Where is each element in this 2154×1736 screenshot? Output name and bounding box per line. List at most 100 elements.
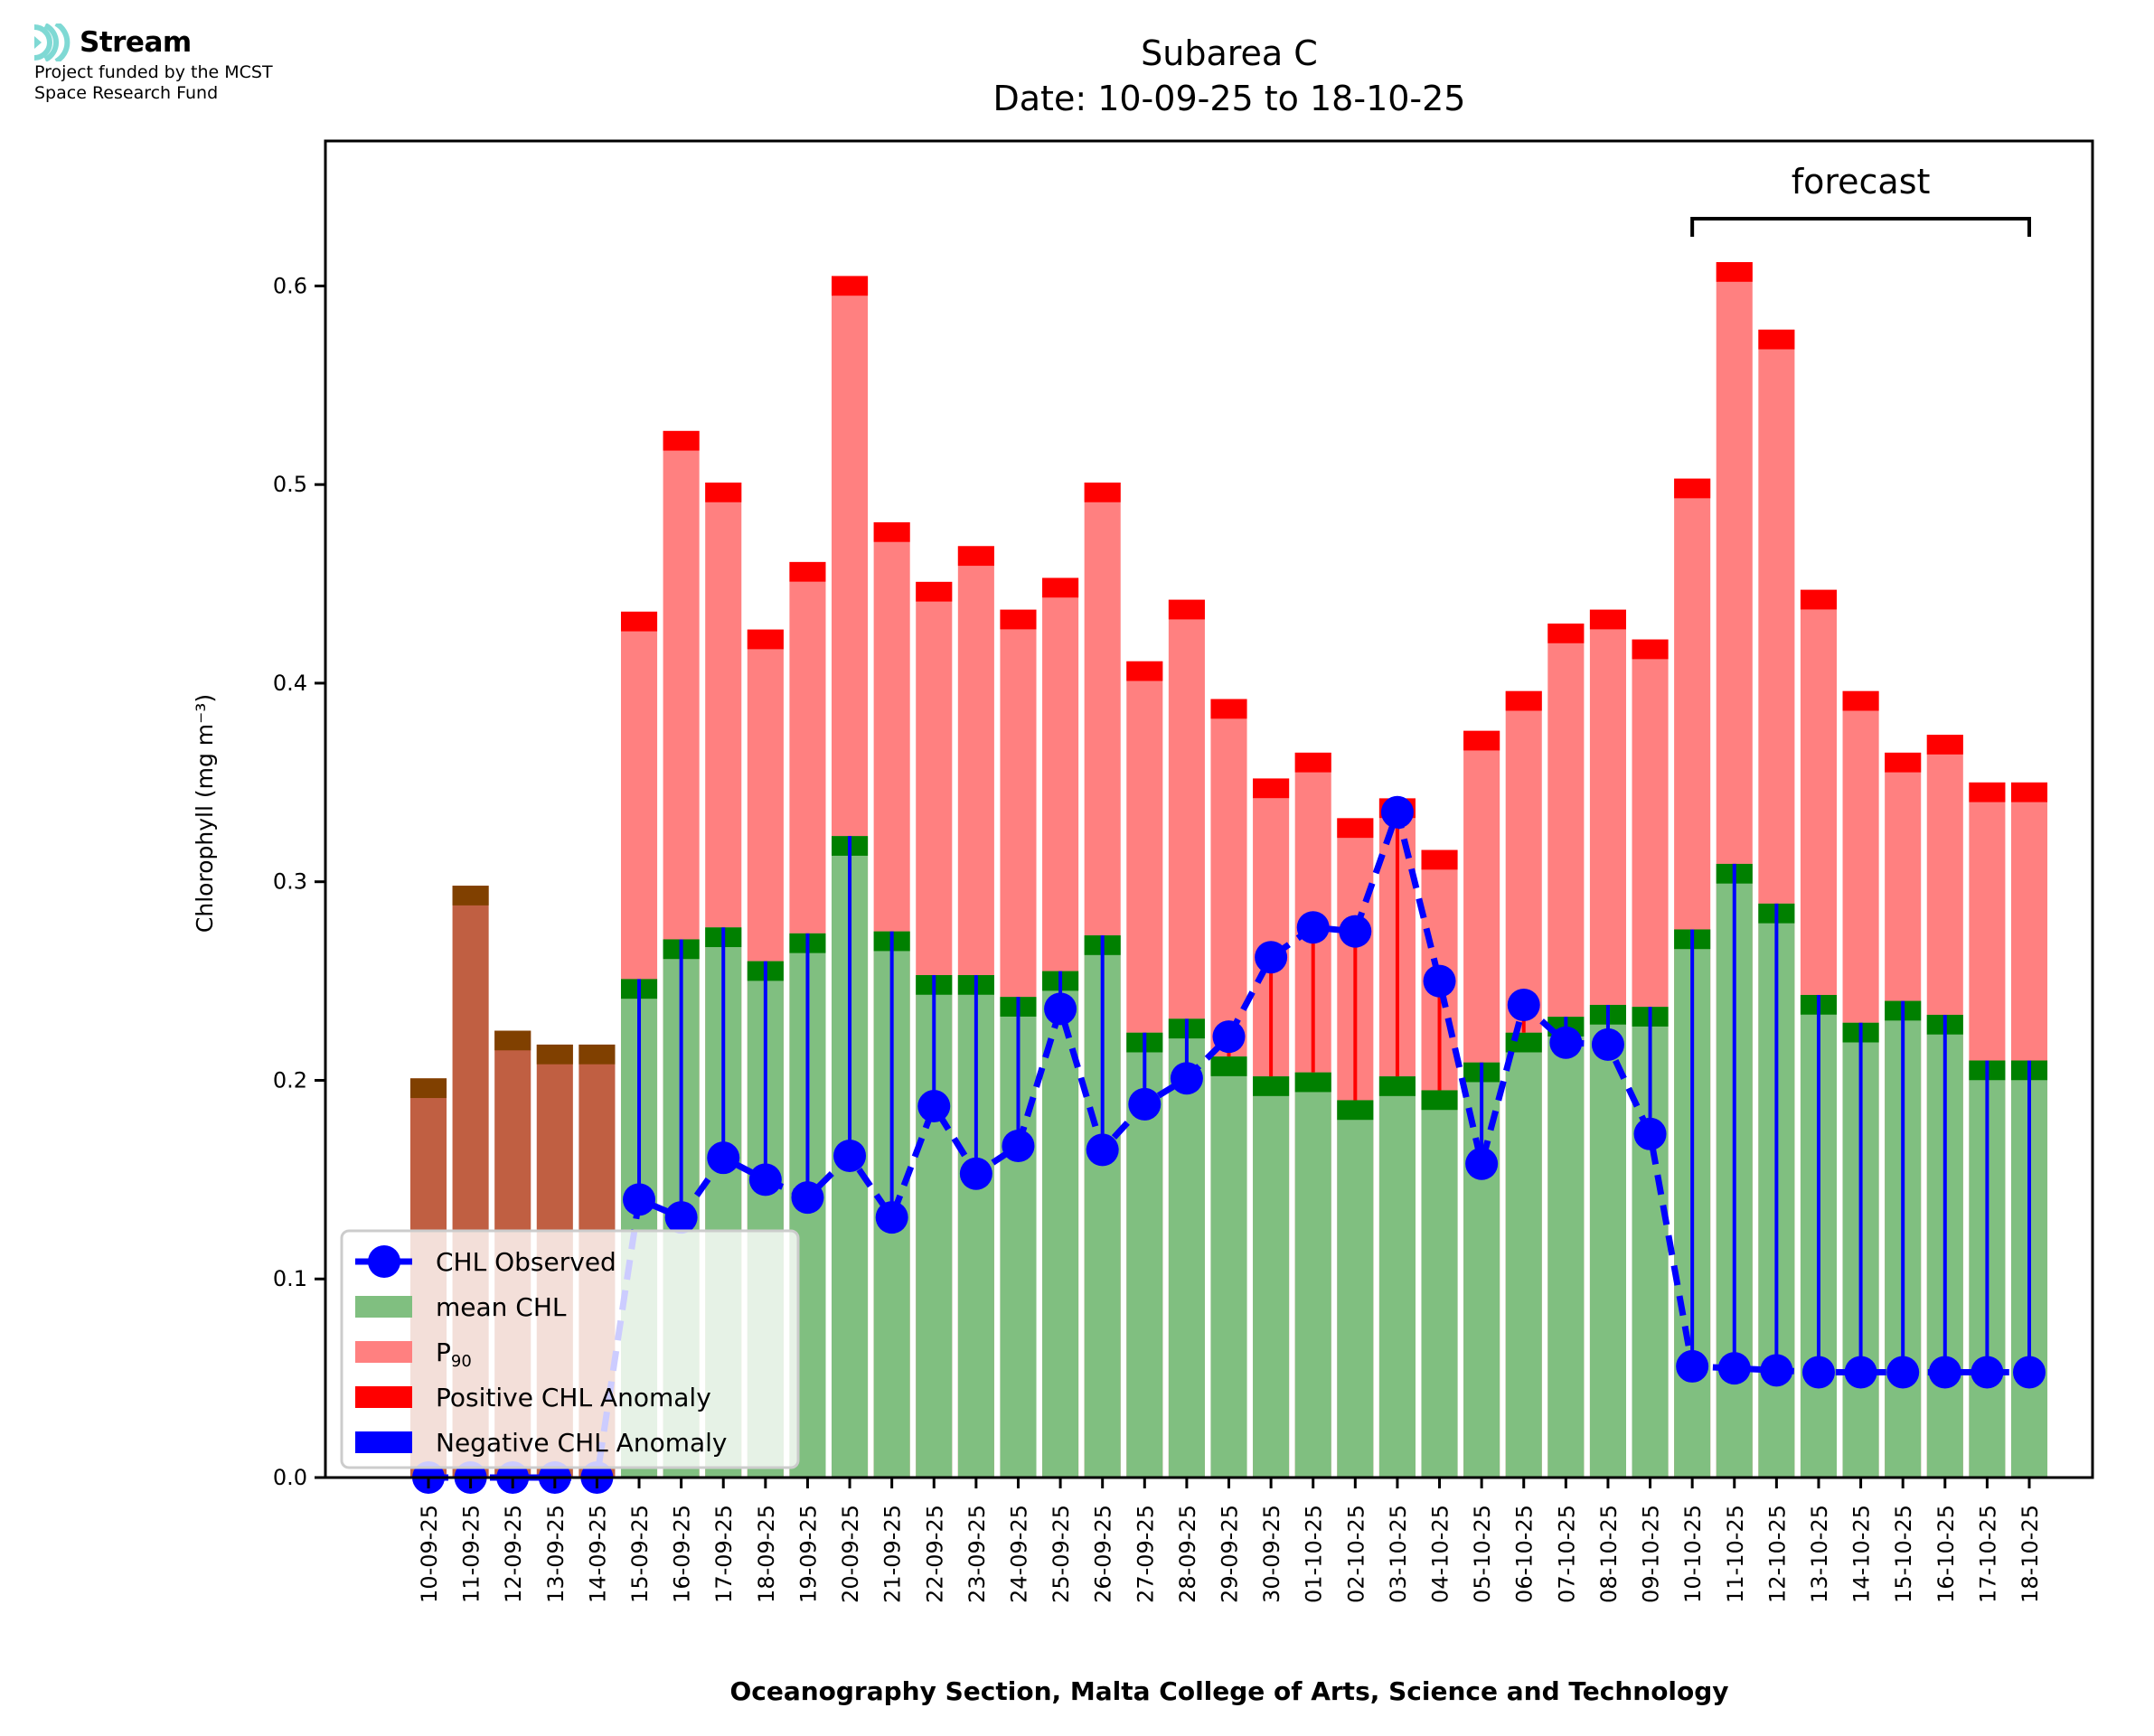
observed-point xyxy=(1676,1349,1709,1383)
observed-point xyxy=(1380,795,1414,829)
mean-bar-cap xyxy=(1421,1090,1458,1111)
x-tick-label: 01-10-25 xyxy=(1302,1505,1327,1603)
observed-point xyxy=(623,1183,656,1216)
p90-bar-cap xyxy=(1674,478,1711,499)
legend-item: mean CHL xyxy=(355,1292,567,1322)
p90-bar-cap xyxy=(789,561,826,582)
observed-point xyxy=(1212,1020,1246,1054)
logo: Stream Project funded by the MCST Space … xyxy=(34,23,273,103)
legend-patch-swatch xyxy=(355,1341,412,1363)
observed-point xyxy=(1507,988,1540,1021)
overlap-bar-cap xyxy=(452,886,489,906)
x-tick-label: 24-09-25 xyxy=(1006,1505,1031,1603)
x-tick-label: 04-10-25 xyxy=(1428,1505,1453,1603)
observed-point xyxy=(791,1181,824,1215)
x-tick-label: 21-09-25 xyxy=(880,1505,906,1603)
overlap-bar-cap xyxy=(536,1044,573,1065)
p90-bar-cap xyxy=(705,482,742,502)
mean-bar-cap xyxy=(1253,1076,1290,1096)
x-tick-label: 02-10-25 xyxy=(1343,1505,1369,1603)
p90-bar-cap xyxy=(2010,782,2048,802)
mean-bar-cap xyxy=(1505,1032,1542,1053)
p90-bar-cap xyxy=(1842,690,1879,711)
p90-bar-cap xyxy=(1337,818,1374,839)
mean-bar-cap xyxy=(1378,1076,1416,1096)
y-axis-label: Chlorophyll (mg m⁻³) xyxy=(192,694,218,933)
observed-point xyxy=(1717,1352,1751,1385)
mean-bar-cap xyxy=(1337,1100,1374,1121)
x-tick-label: 10-09-25 xyxy=(417,1505,442,1603)
legend-patch-swatch xyxy=(355,1431,412,1453)
p90-bar-cap xyxy=(1421,849,1458,870)
x-tick-label: 14-10-25 xyxy=(1849,1505,1875,1603)
forecast-annotation: forecast xyxy=(1690,162,2031,237)
legend-label: Negative CHL Anomaly xyxy=(436,1428,727,1458)
observed-point xyxy=(1002,1129,1035,1162)
p90-bar-cap xyxy=(1253,778,1290,799)
observed-point xyxy=(1760,1354,1793,1387)
x-axis: 10-09-25 11-09-25 12-09-25 13-09-25 14-09-25… xyxy=(417,1478,2043,1603)
x-tick-label: 12-10-25 xyxy=(1764,1505,1790,1603)
legend-patch-swatch xyxy=(355,1386,412,1408)
stream-waves-icon xyxy=(34,23,76,61)
p90-bar-cap xyxy=(1126,661,1163,681)
p90-bar-cap xyxy=(747,629,784,650)
observed-point xyxy=(917,1090,951,1123)
mean-bar xyxy=(1294,1072,1331,1478)
mean-bar xyxy=(1505,1032,1542,1478)
x-tick-label: 11-10-25 xyxy=(1723,1505,1748,1603)
observed-point xyxy=(1086,1133,1119,1167)
x-tick-label: 15-10-25 xyxy=(1891,1505,1916,1603)
x-axis-label: Oceanography Section, Malta College of A… xyxy=(729,1676,1728,1706)
legend-patch-swatch xyxy=(355,1296,412,1318)
observed-point xyxy=(707,1141,740,1175)
observed-line-layer xyxy=(412,795,2046,1494)
x-tick-label: 13-10-25 xyxy=(1807,1505,1832,1603)
legend-item: Negative CHL Anomaly xyxy=(355,1428,727,1458)
observed-point xyxy=(1844,1356,1877,1389)
x-tick-label: 19-09-25 xyxy=(795,1505,821,1603)
mean-bar xyxy=(1253,1076,1290,1478)
observed-point xyxy=(875,1201,908,1234)
y-tick-label: 0.3 xyxy=(273,869,307,895)
p90-bar-cap xyxy=(1885,752,1922,773)
p90-bar-cap xyxy=(1168,599,1205,620)
mean-bar xyxy=(1589,1004,1626,1478)
overlap-bar-cap xyxy=(409,1078,447,1099)
mean-bar xyxy=(1421,1090,1458,1478)
x-tick-label: 28-09-25 xyxy=(1175,1505,1200,1603)
p90-bar-cap xyxy=(1084,482,1121,502)
observed-point xyxy=(1591,1028,1624,1061)
y-tick-label: 0.0 xyxy=(273,1465,307,1490)
legend-item: CHL Observed xyxy=(355,1245,616,1278)
observed-point xyxy=(1971,1356,2004,1389)
logo-funding-line2: Space Research Fund xyxy=(34,83,219,103)
logo-brand: Stream xyxy=(34,23,273,61)
p90-bar-cap xyxy=(1589,609,1626,630)
x-tick-label: 09-10-25 xyxy=(1639,1505,1664,1603)
x-tick-label: 23-09-25 xyxy=(964,1505,990,1603)
x-tick-label: 08-10-25 xyxy=(1596,1505,1622,1603)
legend-marker-swatch xyxy=(368,1245,400,1278)
y-axis: 0.0 0.1 0.2 0.3 0.4 0.5 0.6 xyxy=(273,273,325,1490)
x-tick-label: 05-10-25 xyxy=(1470,1505,1495,1603)
observed-point xyxy=(1886,1356,1920,1389)
x-tick-label: 15-09-25 xyxy=(627,1505,653,1603)
x-tick-label: 18-10-25 xyxy=(2018,1505,2043,1603)
axes-frame xyxy=(324,139,2094,1479)
legend-label: Positive CHL Anomaly xyxy=(436,1383,711,1412)
p90-bar-cap xyxy=(1800,589,1838,610)
logo-funding-line1: Project funded by the MCST xyxy=(34,62,273,82)
x-tick-label: 11-09-25 xyxy=(459,1505,484,1603)
x-tick-label: 03-10-25 xyxy=(1386,1505,1411,1603)
x-tick-label: 20-09-25 xyxy=(838,1505,863,1603)
p90-bar-cap xyxy=(1505,690,1542,711)
p90-bar-cap xyxy=(1042,577,1079,598)
observed-point xyxy=(2013,1356,2046,1389)
mean-bar xyxy=(1168,1018,1205,1478)
overlap-bar-cap xyxy=(494,1030,531,1051)
legend-label: mean CHL xyxy=(436,1292,567,1322)
x-tick-label: 17-09-25 xyxy=(711,1505,737,1603)
observed-point xyxy=(1128,1087,1162,1121)
